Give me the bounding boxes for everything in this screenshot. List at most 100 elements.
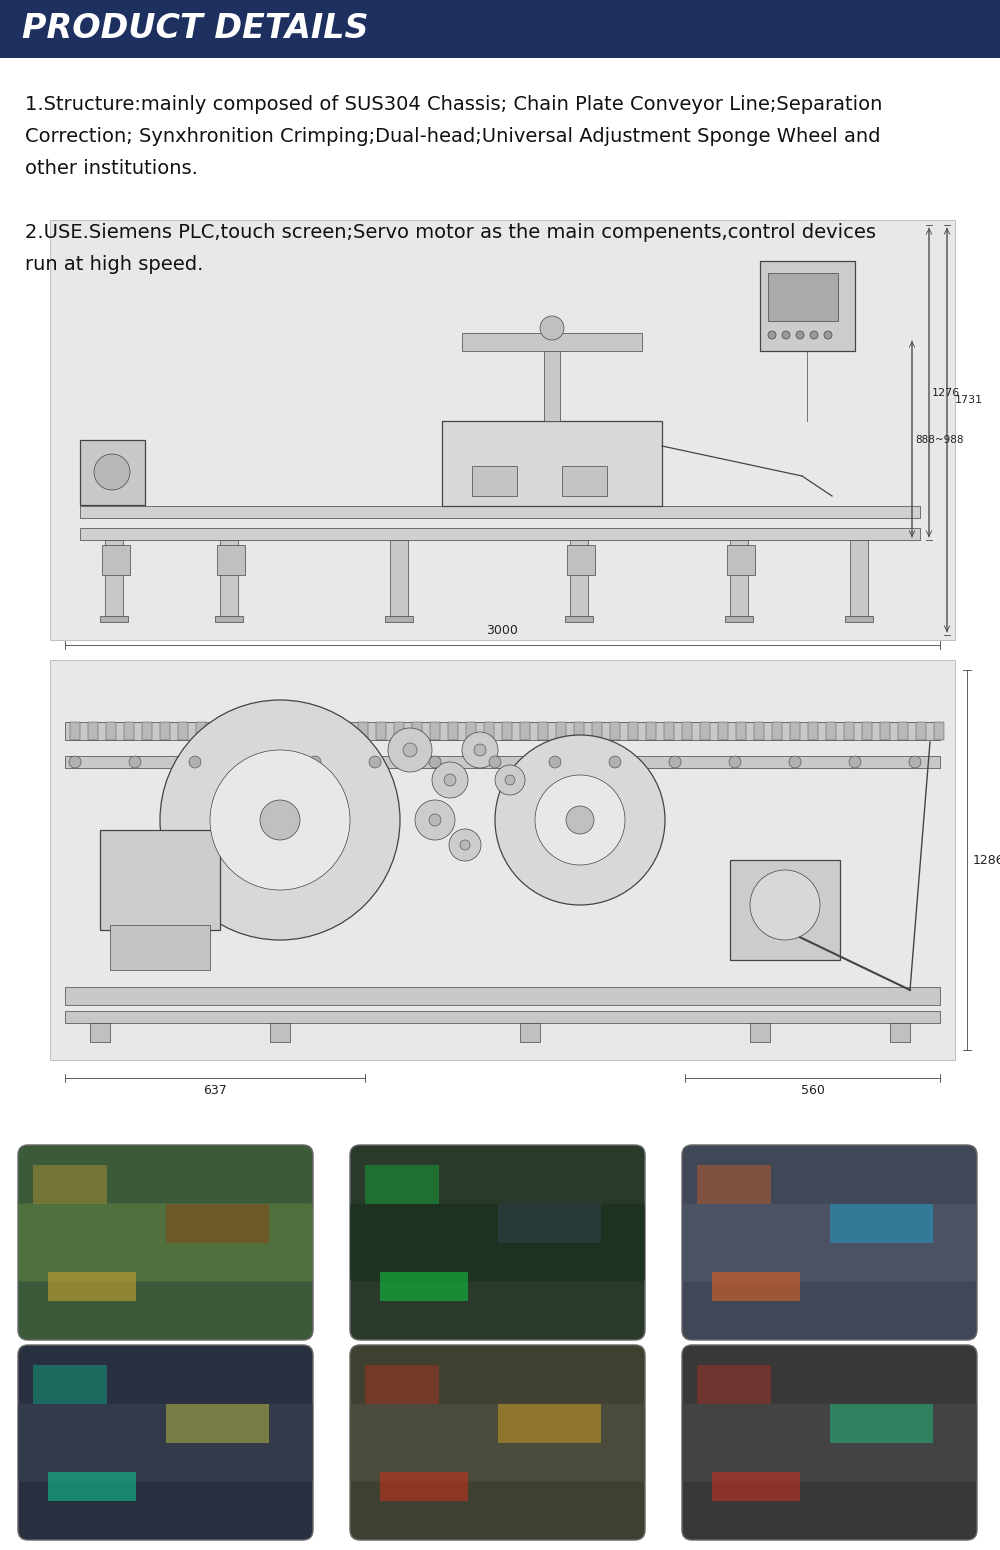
Circle shape [369, 756, 381, 767]
Circle shape [429, 756, 441, 767]
Bar [850, 539, 868, 620]
Bar [65, 987, 940, 1004]
Bar [65, 756, 940, 767]
Bar [430, 722, 440, 739]
Bar [727, 546, 755, 575]
Circle shape [415, 800, 455, 840]
Bar [808, 722, 818, 739]
Bar [898, 722, 908, 739]
Bar [322, 722, 332, 739]
Bar [646, 722, 656, 739]
Bar [520, 1023, 540, 1042]
Bar [484, 722, 494, 739]
Bar [697, 1364, 770, 1403]
Bar [48, 1472, 136, 1500]
Bar [412, 722, 422, 739]
Bar [215, 615, 243, 622]
Circle shape [432, 763, 468, 798]
Bar [498, 1203, 601, 1243]
FancyBboxPatch shape [18, 1345, 313, 1541]
Bar [538, 722, 548, 739]
Bar [592, 722, 602, 739]
Circle shape [69, 756, 81, 767]
Circle shape [444, 773, 456, 786]
FancyBboxPatch shape [682, 1403, 977, 1482]
Bar [380, 1271, 468, 1300]
Bar [268, 722, 278, 739]
Text: Bottle Feeding Table: Bottle Feeding Table [74, 1355, 256, 1373]
Bar [80, 440, 145, 505]
Circle shape [388, 728, 432, 772]
Bar [80, 529, 920, 539]
Circle shape [189, 756, 201, 767]
Bar [916, 722, 926, 739]
Circle shape [782, 332, 790, 339]
Bar [880, 722, 890, 739]
Bar [448, 722, 458, 739]
Circle shape [160, 701, 400, 939]
Bar [565, 615, 593, 622]
Bar [934, 722, 944, 739]
Bar [567, 546, 595, 575]
Bar [730, 860, 840, 959]
Circle shape [129, 756, 141, 767]
Bar [70, 722, 80, 739]
Bar [90, 1023, 110, 1042]
Bar [520, 722, 530, 739]
FancyBboxPatch shape [682, 1203, 977, 1282]
Bar [102, 546, 130, 575]
Bar [830, 1203, 933, 1243]
Circle shape [495, 735, 665, 905]
Bar [462, 333, 642, 350]
Bar [214, 722, 224, 739]
Bar [196, 722, 206, 739]
Bar [718, 722, 728, 739]
Bar [736, 722, 746, 739]
Bar [700, 722, 710, 739]
Circle shape [489, 756, 501, 767]
Circle shape [309, 756, 321, 767]
Bar [110, 925, 210, 970]
Bar [790, 722, 800, 739]
Bar [65, 722, 940, 739]
Circle shape [449, 829, 481, 860]
Circle shape [909, 756, 921, 767]
Bar [33, 1364, 106, 1403]
Bar [394, 722, 404, 739]
Text: 1286: 1286 [973, 854, 1000, 866]
Bar [697, 1164, 770, 1203]
Text: 1276: 1276 [932, 388, 960, 397]
Bar [544, 341, 560, 422]
FancyBboxPatch shape [18, 1145, 313, 1341]
Bar [232, 722, 242, 739]
Text: 3000: 3000 [487, 625, 518, 637]
FancyBboxPatch shape [350, 1403, 645, 1482]
Bar [574, 722, 584, 739]
Bar [166, 1403, 269, 1443]
Bar [358, 722, 368, 739]
Bar [725, 615, 753, 622]
Bar [250, 722, 260, 739]
Bar [556, 722, 566, 739]
Bar [862, 722, 872, 739]
Bar [0, 0, 1000, 57]
Bar [730, 539, 748, 620]
Text: run at high speed.: run at high speed. [25, 256, 203, 274]
Text: 637: 637 [203, 1083, 227, 1097]
Text: 2.USE.Siemens PLC,touch screen;Servo motor as the main compenents,control device: 2.USE.Siemens PLC,touch screen;Servo mot… [25, 223, 876, 242]
Bar [712, 1472, 800, 1500]
Circle shape [535, 775, 625, 865]
Circle shape [609, 756, 621, 767]
Text: Label Stand: Label Stand [776, 1355, 882, 1373]
Bar [217, 546, 245, 575]
Bar [105, 539, 123, 620]
Bar [80, 505, 920, 518]
Bar [472, 467, 517, 496]
Circle shape [549, 756, 561, 767]
Bar [830, 1403, 933, 1443]
Bar [390, 539, 408, 620]
Text: 1731: 1731 [955, 395, 983, 405]
Circle shape [462, 732, 498, 767]
Circle shape [824, 332, 832, 339]
Bar [845, 615, 873, 622]
